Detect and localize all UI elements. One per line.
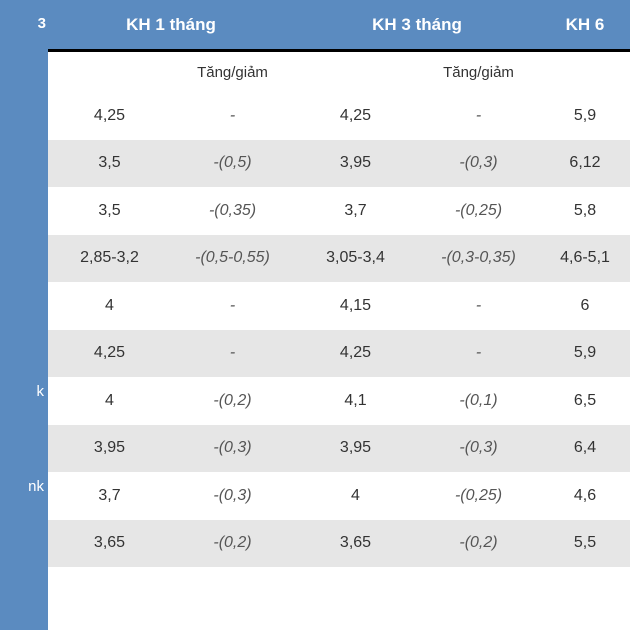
- cell-value: 5,8: [540, 202, 630, 220]
- cell-value: 4: [294, 487, 417, 505]
- left-row-label: k: [0, 368, 48, 416]
- cell-value: 3,65: [48, 534, 171, 552]
- left-header-cell: 3: [0, 0, 48, 47]
- left-frozen-column: 3 k nk: [0, 0, 48, 630]
- header-col-1: KH 1 tháng: [48, 15, 294, 35]
- left-row-label: [0, 131, 48, 179]
- cell-change: -: [417, 107, 540, 125]
- header-col-3: KH 6: [540, 15, 630, 35]
- cell-change: -(0,3): [417, 154, 540, 172]
- table-row: 4,25-4,25-5,9: [48, 330, 630, 378]
- cell-value: 4,1: [294, 392, 417, 410]
- cell-value: 4,25: [294, 344, 417, 362]
- subheader-change-2: Tăng/giảm: [417, 64, 540, 81]
- subheader-row: Tăng/giảm Tăng/giảm: [48, 52, 630, 92]
- cell-change: -(0,3): [417, 439, 540, 457]
- left-row-label: [0, 226, 48, 274]
- cell-value: 3,7: [294, 202, 417, 220]
- table-row: 4-4,15-6: [48, 282, 630, 330]
- cell-change: -(0,2): [171, 392, 294, 410]
- cell-value: 4,25: [48, 344, 171, 362]
- cell-value: 3,7: [48, 487, 171, 505]
- left-row-label: nk: [0, 463, 48, 511]
- column-header-row: KH 1 tháng KH 3 tháng KH 6: [48, 0, 630, 52]
- cell-change: -(0,25): [417, 202, 540, 220]
- left-row-label: [0, 511, 48, 559]
- cell-value: 4,25: [294, 107, 417, 125]
- table-row: 2,85-3,2-(0,5-0,55)3,05-3,4-(0,3-0,35)4,…: [48, 235, 630, 283]
- cell-change: -(0,3): [171, 487, 294, 505]
- left-header-text: 3: [38, 15, 46, 32]
- left-row-label: [0, 273, 48, 321]
- cell-value: 3,05-3,4: [294, 249, 417, 267]
- cell-change: -(0,35): [171, 202, 294, 220]
- table-row: 3,5-(0,35)3,7-(0,25)5,8: [48, 187, 630, 235]
- subheader-change-1: Tăng/giảm: [171, 64, 294, 81]
- cell-change: -: [417, 344, 540, 362]
- cell-value: 4: [48, 297, 171, 315]
- left-row-label: [0, 416, 48, 464]
- cell-value: 5,9: [540, 344, 630, 362]
- table-container: 3 k nk KH 1 tháng KH 3 tháng KH 6 Tăng/gi…: [0, 0, 630, 630]
- cell-change: -(0,5): [171, 154, 294, 172]
- cell-value: 6,4: [540, 439, 630, 457]
- cell-change: -(0,5-0,55): [171, 249, 294, 267]
- cell-value: 5,5: [540, 534, 630, 552]
- cell-value: 3,95: [294, 439, 417, 457]
- cell-value: 4,25: [48, 107, 171, 125]
- cell-change: -(0,2): [417, 534, 540, 552]
- left-row-label: [0, 321, 48, 369]
- table-body: KH 1 tháng KH 3 tháng KH 6 Tăng/giảm Tăn…: [48, 0, 630, 630]
- table-row: 3,7-(0,3)4-(0,25)4,6: [48, 472, 630, 520]
- left-row-label: [0, 83, 48, 131]
- cell-value: 3,95: [294, 154, 417, 172]
- left-row-label: [0, 178, 48, 226]
- cell-change: -(0,2): [171, 534, 294, 552]
- table-row: 3,5-(0,5)3,95-(0,3)6,12: [48, 140, 630, 188]
- left-subheader-cell: [0, 47, 48, 83]
- cell-change: -: [171, 107, 294, 125]
- table-row: 3,95-(0,3)3,95-(0,3)6,4: [48, 425, 630, 473]
- table-row: 4-(0,2)4,1-(0,1)6,5: [48, 377, 630, 425]
- cell-value: 3,5: [48, 154, 171, 172]
- cell-value: 3,95: [48, 439, 171, 457]
- cell-value: 6,12: [540, 154, 630, 172]
- cell-value: 3,5: [48, 202, 171, 220]
- cell-change: -(0,25): [417, 487, 540, 505]
- cell-value: 4,6: [540, 487, 630, 505]
- header-col-2: KH 3 tháng: [294, 15, 540, 35]
- cell-change: -: [417, 297, 540, 315]
- cell-value: 2,85-3,2: [48, 249, 171, 267]
- cell-change: -(0,3): [171, 439, 294, 457]
- cell-value: 3,65: [294, 534, 417, 552]
- cell-value: 6: [540, 297, 630, 315]
- cell-change: -: [171, 344, 294, 362]
- cell-change: -: [171, 297, 294, 315]
- cell-value: 4,6-5,1: [540, 249, 630, 267]
- cell-value: 4: [48, 392, 171, 410]
- cell-change: -(0,1): [417, 392, 540, 410]
- table-row: 3,65-(0,2)3,65-(0,2)5,5: [48, 520, 630, 568]
- cell-value: 4,15: [294, 297, 417, 315]
- table-row: 4,25-4,25-5,9: [48, 92, 630, 140]
- cell-value: 5,9: [540, 107, 630, 125]
- cell-value: 6,5: [540, 392, 630, 410]
- cell-change: -(0,3-0,35): [417, 249, 540, 267]
